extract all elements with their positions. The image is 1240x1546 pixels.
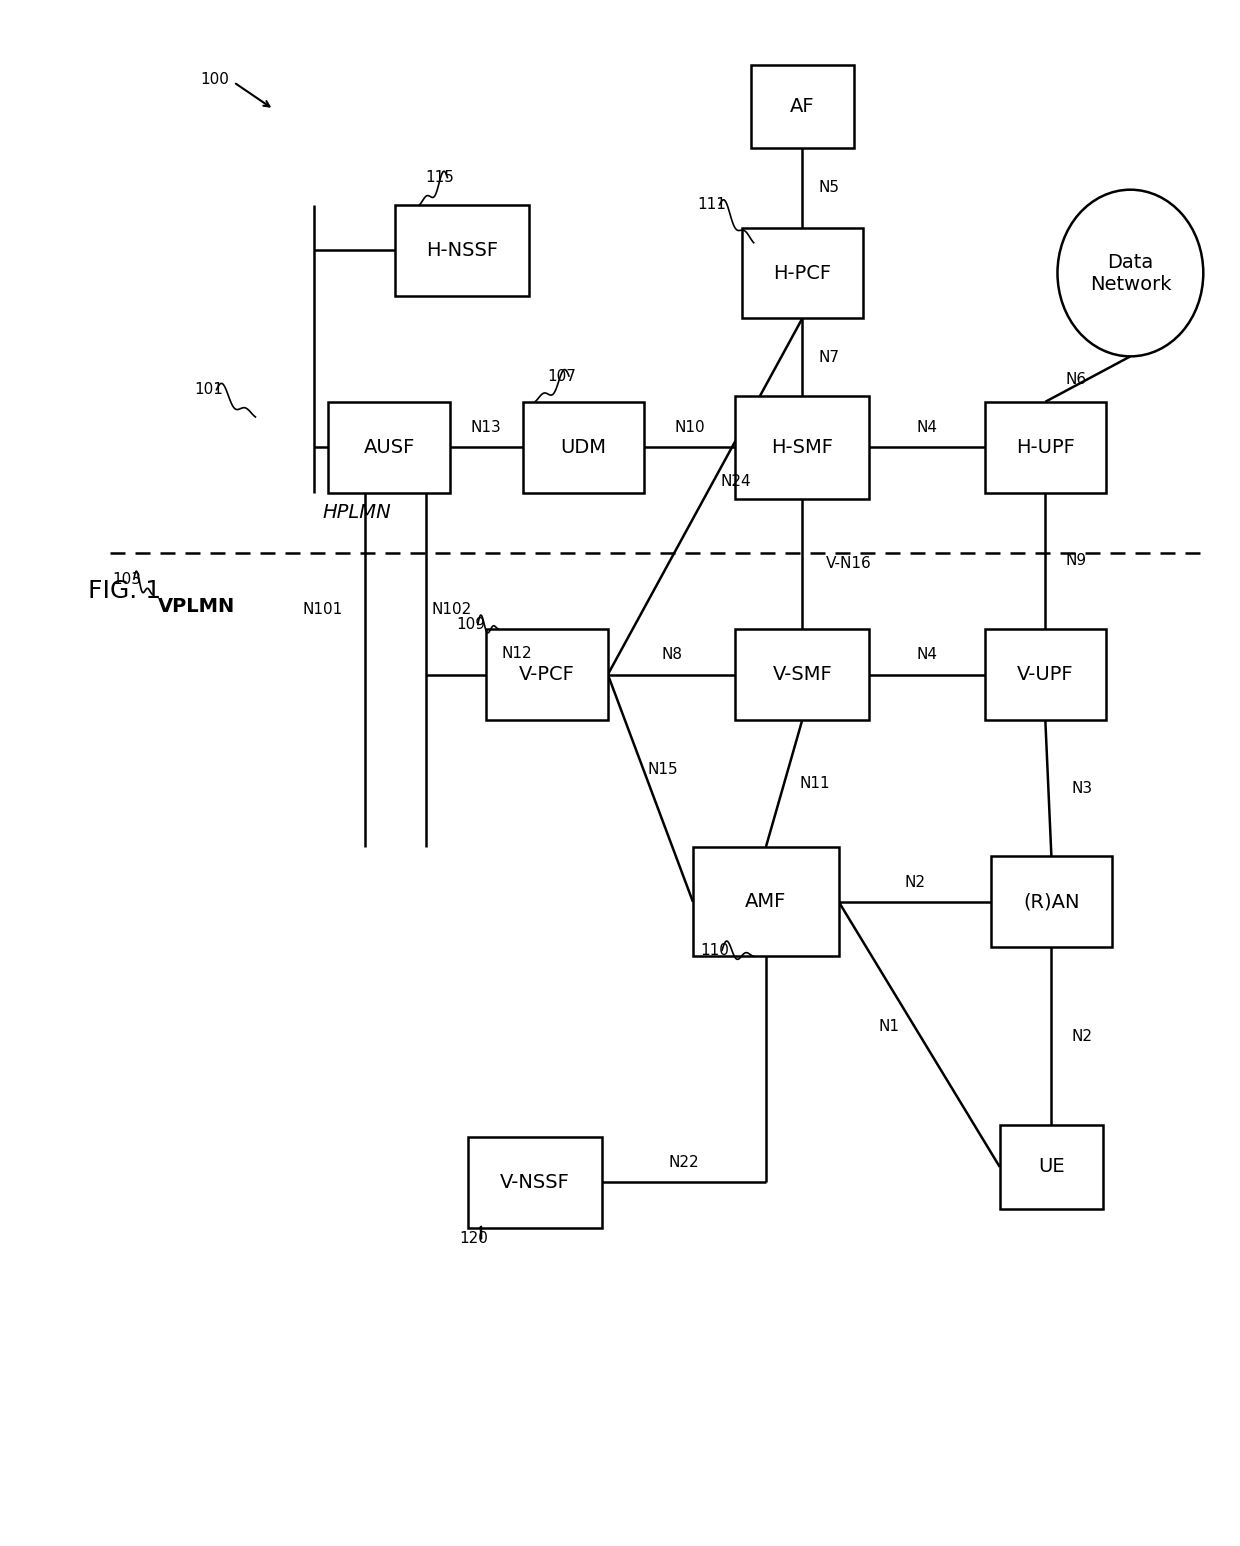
Bar bbox=[750, 65, 854, 148]
Text: AF: AF bbox=[790, 97, 815, 116]
Bar bbox=[735, 396, 869, 499]
Text: 111: 111 bbox=[698, 198, 727, 212]
Text: 103: 103 bbox=[112, 572, 141, 586]
Text: 115: 115 bbox=[425, 170, 454, 186]
Text: 100: 100 bbox=[201, 71, 229, 87]
Bar bbox=[467, 1136, 601, 1228]
Text: N8: N8 bbox=[661, 648, 682, 662]
Text: N13: N13 bbox=[471, 421, 502, 434]
Text: 120: 120 bbox=[460, 1231, 489, 1246]
Text: N9: N9 bbox=[1065, 553, 1086, 569]
Text: N5: N5 bbox=[818, 181, 839, 195]
Text: N6: N6 bbox=[1065, 371, 1086, 386]
Text: H-SMF: H-SMF bbox=[771, 438, 833, 456]
Text: 110: 110 bbox=[701, 943, 729, 959]
Text: N7: N7 bbox=[818, 349, 839, 365]
Bar bbox=[999, 1125, 1104, 1209]
Text: H-PCF: H-PCF bbox=[774, 263, 831, 283]
Text: H-UPF: H-UPF bbox=[1016, 438, 1075, 456]
Bar bbox=[693, 847, 838, 957]
Text: N1: N1 bbox=[878, 1019, 899, 1034]
Bar bbox=[985, 629, 1106, 720]
Text: (R)AN: (R)AN bbox=[1023, 892, 1080, 911]
Text: VPLMN: VPLMN bbox=[159, 597, 236, 615]
Text: N102: N102 bbox=[432, 601, 472, 617]
Text: V-PCF: V-PCF bbox=[520, 665, 575, 683]
Text: HPLMN: HPLMN bbox=[322, 502, 391, 523]
Text: V-NSSF: V-NSSF bbox=[500, 1172, 570, 1192]
Bar bbox=[486, 629, 608, 720]
Ellipse shape bbox=[1058, 190, 1203, 356]
Text: N24: N24 bbox=[720, 473, 750, 489]
Text: 109: 109 bbox=[456, 617, 485, 632]
Text: V-N16: V-N16 bbox=[826, 557, 872, 572]
Bar bbox=[991, 856, 1112, 948]
Text: N4: N4 bbox=[916, 648, 937, 662]
Text: 101: 101 bbox=[195, 382, 223, 397]
Text: N15: N15 bbox=[647, 762, 678, 778]
Text: Data
Network: Data Network bbox=[1090, 252, 1171, 294]
Text: N10: N10 bbox=[675, 421, 706, 434]
Bar bbox=[396, 204, 528, 295]
Text: UDM: UDM bbox=[560, 438, 606, 456]
Text: N2: N2 bbox=[904, 875, 925, 889]
Text: UE: UE bbox=[1038, 1158, 1065, 1177]
Text: 107: 107 bbox=[547, 368, 575, 383]
Text: H-NSSF: H-NSSF bbox=[427, 241, 498, 260]
Text: FIG. 1: FIG. 1 bbox=[88, 580, 161, 603]
Bar bbox=[329, 402, 450, 493]
Text: N11: N11 bbox=[799, 776, 830, 792]
Text: N3: N3 bbox=[1071, 781, 1092, 796]
Text: V-UPF: V-UPF bbox=[1017, 665, 1074, 683]
Bar bbox=[523, 402, 645, 493]
Bar bbox=[742, 227, 863, 318]
Text: N4: N4 bbox=[916, 421, 937, 434]
Text: N101: N101 bbox=[303, 601, 343, 617]
Text: N2: N2 bbox=[1071, 1028, 1092, 1044]
Bar bbox=[985, 402, 1106, 493]
Text: AUSF: AUSF bbox=[363, 438, 415, 456]
Text: AMF: AMF bbox=[745, 892, 786, 911]
Text: N12: N12 bbox=[501, 646, 532, 660]
Text: N22: N22 bbox=[668, 1155, 699, 1170]
Text: V-SMF: V-SMF bbox=[773, 665, 832, 683]
Bar bbox=[735, 629, 869, 720]
